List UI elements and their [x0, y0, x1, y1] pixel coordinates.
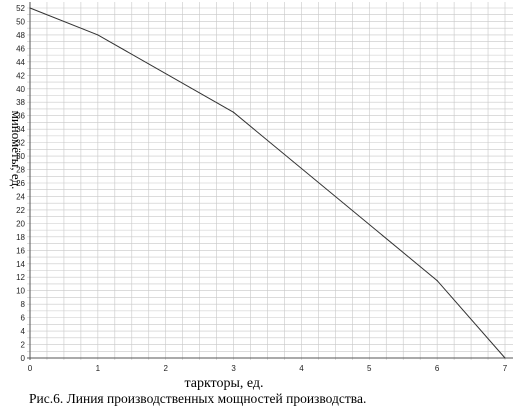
y-tick-label: 28 — [16, 166, 25, 175]
y-tick-labels: 0246810121416182022242628303234363840424… — [16, 4, 25, 363]
y-tick-label: 0 — [21, 354, 26, 363]
y-tick-label: 18 — [16, 233, 25, 242]
y-tick-label: 16 — [16, 246, 25, 255]
y-tick-label: 2 — [21, 341, 26, 350]
y-tick-label: 26 — [16, 179, 25, 188]
x-axis-label: таркторы, ед. — [184, 376, 263, 391]
x-tick-label: 5 — [367, 364, 372, 373]
data-point — [97, 34, 99, 36]
y-tick-label: 6 — [21, 314, 26, 323]
y-tick-label: 46 — [16, 44, 25, 53]
x-tick-labels: 0 1 2 3 4 5 6 7 — [28, 364, 508, 373]
x-tick-label: 6 — [435, 364, 440, 373]
x-tick-label: 4 — [299, 364, 304, 373]
y-tick-label: 20 — [16, 219, 25, 228]
y-tick-label: 50 — [16, 17, 25, 26]
x-tick-label: 3 — [231, 364, 236, 373]
y-tick-label: 44 — [16, 58, 25, 67]
grid — [27, 2, 513, 360]
y-tick-label: 10 — [16, 287, 25, 296]
y-tick-label: 12 — [16, 273, 25, 282]
data-point — [504, 357, 506, 359]
y-tick-label: 32 — [16, 139, 25, 148]
figure-caption: Рис.6. Линия производственных мощностей … — [29, 391, 367, 406]
y-tick-label: 52 — [16, 4, 25, 13]
y-tick-label: 38 — [16, 98, 25, 107]
y-axis-label: миномёты, ед. — [9, 111, 24, 190]
series — [29, 7, 506, 359]
x-tick-label: 0 — [28, 364, 33, 373]
data-point — [29, 7, 31, 9]
y-tick-label: 4 — [21, 327, 26, 336]
y-tick-label: 36 — [16, 112, 25, 121]
y-tick-label: 14 — [16, 260, 25, 269]
y-tick-label: 48 — [16, 31, 25, 40]
x-tick-label: 7 — [503, 364, 508, 373]
y-tick-label: 42 — [16, 71, 25, 80]
axes — [27, 2, 513, 360]
data-point — [436, 279, 438, 282]
y-tick-label: 34 — [16, 125, 25, 134]
data-point — [232, 111, 235, 113]
y-tick-label: 22 — [16, 206, 25, 215]
x-tick-label: 1 — [96, 364, 101, 373]
y-tick-label: 8 — [21, 300, 26, 309]
y-tick-label: 30 — [16, 152, 25, 161]
x-tick-label: 2 — [163, 364, 168, 373]
y-tick-label: 40 — [16, 85, 25, 94]
y-tick-label: 24 — [16, 192, 25, 201]
